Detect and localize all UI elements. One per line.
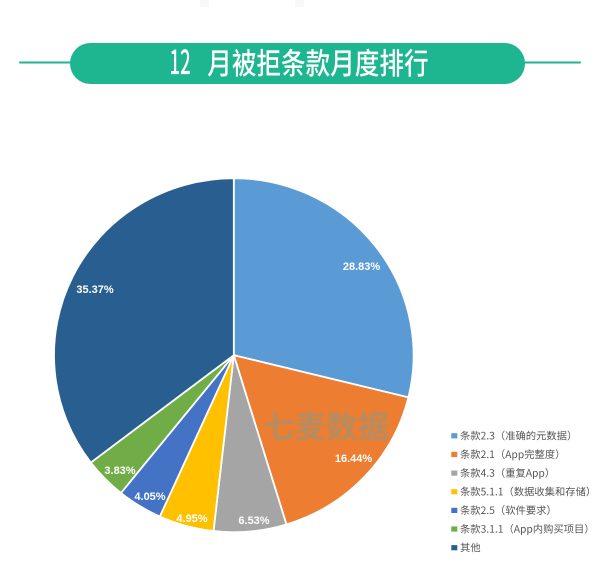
svg-text:35.37%: 35.37% [76, 284, 114, 296]
svg-text:6.53%: 6.53% [238, 515, 269, 527]
svg-text:4.95%: 4.95% [176, 513, 207, 525]
svg-text:3.83%: 3.83% [104, 465, 135, 477]
svg-text:28.83%: 28.83% [343, 261, 381, 273]
svg-text:4.05%: 4.05% [134, 491, 165, 503]
svg-text:16.44%: 16.44% [335, 453, 373, 465]
